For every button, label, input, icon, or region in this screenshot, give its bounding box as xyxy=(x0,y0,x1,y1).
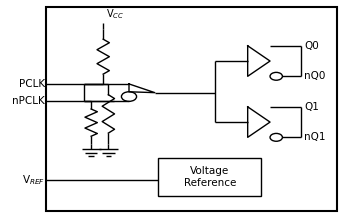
Text: Voltage
Reference: Voltage Reference xyxy=(184,166,236,188)
Text: PCLK: PCLK xyxy=(19,79,45,89)
Text: nQ0: nQ0 xyxy=(304,71,326,81)
Bar xyxy=(158,158,261,196)
Bar xyxy=(46,7,337,211)
Text: nPCLK: nPCLK xyxy=(12,96,45,106)
Text: nQ1: nQ1 xyxy=(304,132,326,142)
Text: V$_{REF}$: V$_{REF}$ xyxy=(22,173,45,187)
Text: Q1: Q1 xyxy=(304,102,319,112)
Text: V$_{CC}$: V$_{CC}$ xyxy=(106,7,124,21)
Text: Q0: Q0 xyxy=(304,41,319,51)
